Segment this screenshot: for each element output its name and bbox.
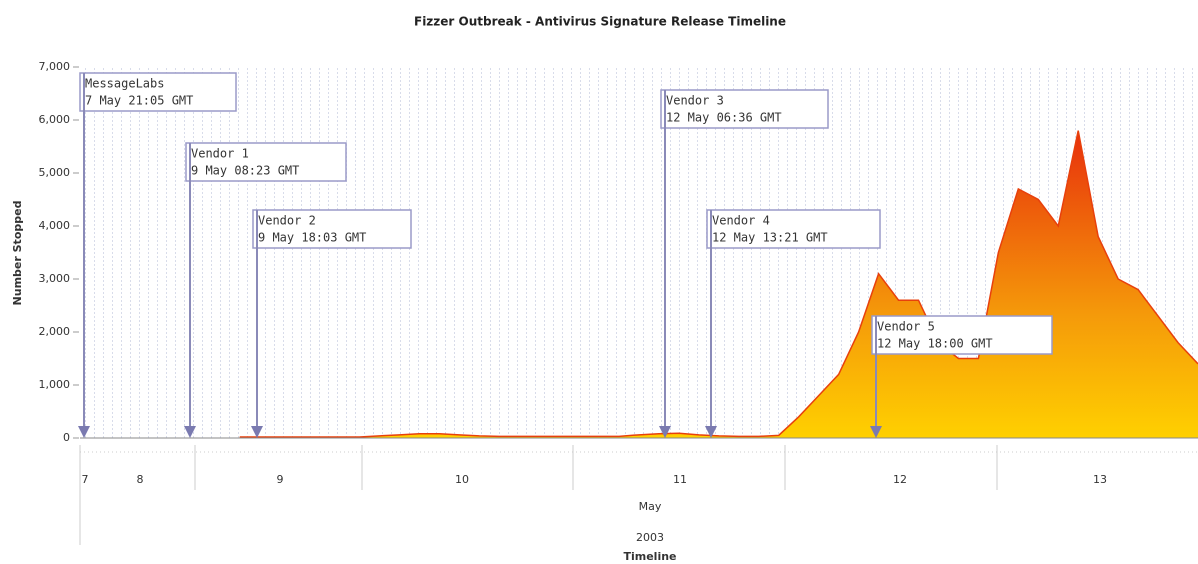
y-tick-label: 7,000 [39, 60, 71, 73]
annotation-arrowhead [184, 426, 196, 438]
annotation-label: Vendor 2 [258, 214, 316, 228]
annotation-box [871, 315, 1053, 355]
y-tick-label: 1,000 [39, 378, 71, 391]
chart-title: Fizzer Outbreak - Antivirus Signature Re… [414, 15, 786, 29]
y-tick-label: 6,000 [39, 113, 71, 126]
x-tick-label: 12 [893, 473, 907, 486]
annotation-label: Vendor 3 [666, 94, 724, 108]
annotation-arrowhead [705, 426, 717, 438]
annotation-arrowhead [659, 426, 671, 438]
day-separators [79, 445, 1198, 545]
annotation-time: 12 May 18:00 GMT [877, 337, 993, 351]
y-tick-label: 2,000 [39, 325, 71, 338]
annotation-box [706, 209, 881, 249]
annotation-time: 9 May 18:03 GMT [258, 231, 366, 245]
y-tick-label: 4,000 [39, 219, 71, 232]
y-tick-label: 3,000 [39, 272, 71, 285]
x-tick-label: 10 [455, 473, 469, 486]
x-tick-label: 13 [1093, 473, 1107, 486]
x-month-label: May [639, 500, 662, 513]
annotation: Vendor 4 12 May 13:21 GMT [705, 209, 881, 438]
x-tick-label: 11 [673, 473, 687, 486]
x-year-label: 2003 [636, 531, 664, 544]
annotation-box [252, 209, 412, 249]
annotation-time: 7 May 21:05 GMT [85, 94, 193, 108]
x-axis-label: Timeline [623, 550, 676, 563]
annotation-label: Vendor 1 [191, 147, 249, 161]
annotation-time: 9 May 08:23 GMT [191, 164, 299, 178]
annotation: Vendor 5 12 May 18:00 GMT [870, 315, 1053, 438]
annotation-label: Vendor 5 [877, 320, 935, 334]
annotation-arrowhead [870, 426, 882, 438]
y-tick-label: 0 [63, 431, 70, 444]
annotation-label: MessageLabs [85, 77, 164, 91]
annotation-label: Vendor 4 [712, 214, 770, 228]
area [239, 130, 1198, 438]
x-tick-label: 9 [277, 473, 284, 486]
x-tick-label: 8 [137, 473, 144, 486]
annotation: Vendor 2 9 May 18:03 GMT [251, 209, 412, 438]
y-tick-label: 5,000 [39, 166, 71, 179]
annotation-box [660, 89, 829, 129]
x-tick-label: 7 [82, 473, 89, 486]
annotation-arrowhead [251, 426, 263, 438]
y-axis-label: Number Stopped [11, 201, 24, 306]
annotation-box [79, 72, 237, 112]
annotation: Vendor 3 12 May 06:36 GMT [659, 89, 829, 438]
annotation-box [185, 142, 347, 182]
annotation: MessageLabs 7 May 21:05 GMT [78, 72, 237, 438]
annotation-arrowhead [78, 426, 90, 438]
annotation-time: 12 May 06:36 GMT [666, 111, 782, 125]
annotation-time: 12 May 13:21 GMT [712, 231, 828, 245]
annotation: Vendor 1 9 May 08:23 GMT [184, 142, 347, 438]
area-line [239, 130, 1198, 438]
